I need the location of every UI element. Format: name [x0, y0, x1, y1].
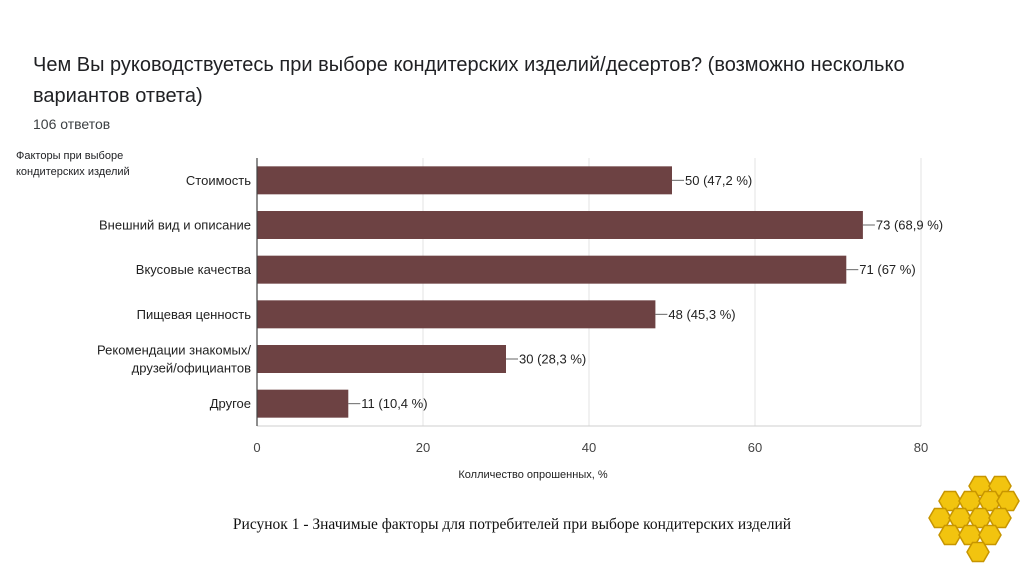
- honeycomb-cell: [938, 524, 962, 546]
- bar: [257, 166, 672, 195]
- data-label: 71 (67 %): [859, 262, 915, 277]
- data-label: 30 (28,3 %): [519, 352, 586, 367]
- x-tick-label: 20: [416, 440, 430, 455]
- honeycomb-cell: [988, 507, 1012, 529]
- y-axis-label: Факторы при выборе кондитерских изделий: [16, 150, 130, 178]
- honeycomb-cell: [928, 507, 952, 529]
- bar: [257, 345, 506, 373]
- bar: [257, 211, 863, 239]
- bar: [257, 300, 656, 329]
- honeycomb-cell: [948, 507, 972, 529]
- category-label: Вкусовые качества: [136, 262, 252, 277]
- x-tick-label: 60: [748, 440, 762, 455]
- honeycomb-cell: [968, 507, 992, 529]
- data-label: 50 (47,2 %): [685, 173, 752, 188]
- honeycomb-cell: [958, 524, 982, 546]
- response-count: 106 ответов: [33, 116, 111, 132]
- x-tick-label: 80: [914, 440, 928, 455]
- bar: [257, 389, 349, 418]
- data-label: 73 (68,9 %): [876, 218, 943, 233]
- category-label: Внешний вид и описание: [99, 218, 251, 233]
- category-label: Другое: [210, 396, 251, 411]
- category-label: Пищевая ценность: [137, 307, 252, 322]
- bar-chart: 0 20 40 60 80 Стоимость 50 (47,2 %) Внешний вид…: [97, 158, 943, 481]
- category-label: Рекомендации знакомых/друзей/официантов: [97, 343, 251, 376]
- figure-caption: Рисунок 1 - Значимые факторы для потреби…: [232, 516, 792, 533]
- honeycomb-cell: [938, 490, 962, 512]
- x-axis-title: Колличество опрошенных, %: [458, 469, 607, 481]
- honeycomb-logo: [928, 475, 1020, 563]
- chart-title: Чем Вы руководствуетесь при выборе конди…: [33, 54, 905, 107]
- x-tick-label: 40: [582, 440, 596, 455]
- category-label: Стоимость: [186, 173, 251, 188]
- honeycomb-cell: [966, 541, 990, 563]
- bar: [257, 255, 847, 284]
- x-tick-label: 0: [253, 440, 260, 455]
- data-label: 48 (45,3 %): [668, 307, 735, 322]
- honeycomb-cell: [958, 490, 982, 512]
- data-label: 11 (10,4 %): [361, 396, 427, 411]
- honeycomb-cell: [996, 490, 1020, 512]
- honeycomb-cell: [978, 524, 1002, 546]
